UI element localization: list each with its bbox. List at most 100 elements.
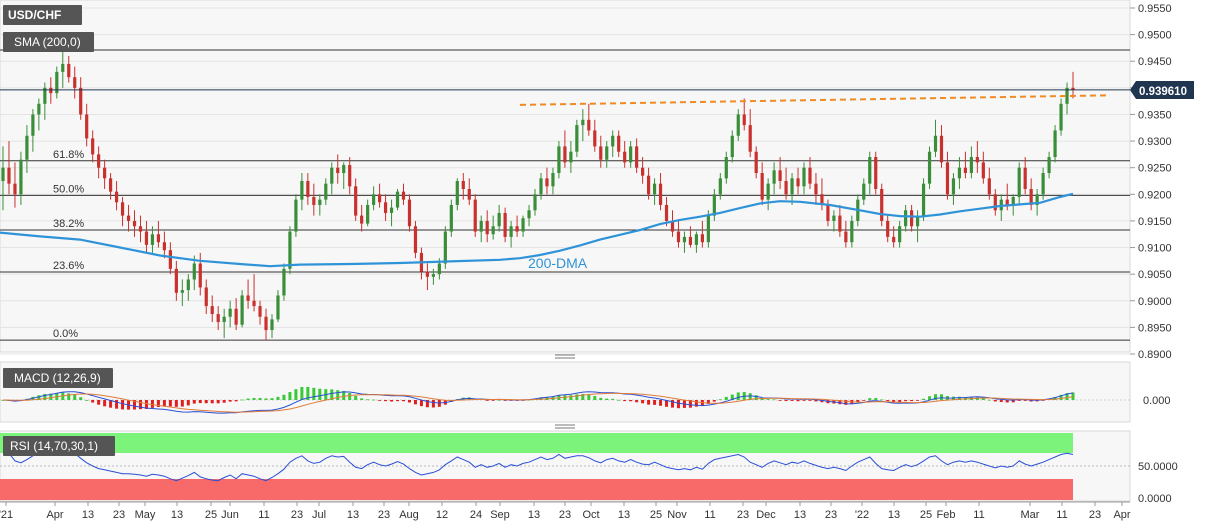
time-tick-label: 11 [973, 509, 984, 521]
macd-histogram-bar [623, 400, 627, 402]
candle [933, 119, 938, 158]
candle [108, 173, 113, 200]
macd-histogram-bar [904, 400, 908, 402]
macd-histogram-bar [431, 400, 435, 408]
svg-text:MACD (12,26,9): MACD (12,26,9) [14, 371, 101, 385]
time-tick-label: Aug [399, 509, 419, 521]
macd-histogram-bar [485, 400, 489, 401]
candle [503, 207, 507, 243]
candle [551, 167, 555, 195]
candle [670, 210, 675, 237]
time-tick-label: 23 [559, 509, 571, 521]
candle [7, 141, 11, 195]
candle [55, 66, 59, 99]
candle [772, 162, 776, 195]
fib-level-label: 50.0% [53, 183, 84, 195]
candle [491, 215, 495, 240]
candle [312, 183, 316, 216]
macd-histogram-bar [1071, 392, 1075, 400]
candle [563, 130, 567, 168]
candle [688, 226, 693, 248]
candle [1071, 71, 1075, 99]
candle [120, 196, 125, 227]
macd-histogram-bar [49, 393, 53, 400]
macd-histogram-bar [198, 400, 202, 404]
macd-histogram-bar [916, 400, 920, 401]
time-tick-label: 25 [205, 509, 217, 521]
macd-histogram-bar [766, 399, 770, 400]
fib-level-label: 38.2% [53, 218, 84, 230]
macd-histogram-bar [999, 400, 1003, 402]
macd-histogram-bar [103, 400, 107, 407]
candle [868, 151, 872, 195]
rsi-indicator-label[interactable]: RSI (14,70,30,1) [3, 436, 115, 456]
candle [515, 215, 519, 237]
candle [282, 263, 286, 301]
time-tick-label: 13 [82, 509, 94, 521]
sma-indicator-label[interactable]: SMA (200,0) [3, 32, 94, 52]
price-tick-label: 0.8950 [1138, 322, 1172, 334]
candle [945, 151, 950, 200]
time-axis: '21 Apr 13 23 May 13 25 Jun 11 23 Jul 13 23 Aug 12 24 Se… [0, 501, 1131, 521]
time-tick-label: 23 [737, 509, 749, 521]
macd-histogram-bar [222, 400, 226, 403]
macd-histogram-bar [1017, 400, 1021, 401]
candle [19, 151, 23, 205]
candle [300, 173, 304, 211]
macd-histogram-bar [252, 397, 256, 400]
candle [449, 199, 453, 237]
macd-histogram-bar [109, 400, 113, 408]
symbol-label[interactable]: USD/CHF [3, 5, 82, 25]
macd-histogram-bar [635, 400, 639, 403]
macd-histogram-bar [37, 395, 41, 400]
candle [25, 125, 29, 174]
candle [652, 178, 657, 205]
candle [874, 151, 878, 195]
macd-indicator-label[interactable]: MACD (12,26,9) [3, 368, 113, 388]
resistance-trendline [519, 94, 1111, 106]
price-tick-label: 0.9450 [1138, 56, 1172, 68]
macd-histogram-bar [670, 400, 674, 408]
candle [395, 188, 400, 211]
candle [802, 162, 806, 195]
macd-histogram-bar [814, 400, 818, 402]
candle [431, 268, 435, 285]
price-tick-label: 0.9150 [1138, 216, 1172, 228]
macd-histogram-bar [419, 400, 423, 407]
candle [1029, 178, 1033, 211]
macd-histogram-bar [748, 393, 752, 400]
candle [838, 204, 842, 237]
macd-histogram-bar [306, 386, 310, 400]
candle [150, 226, 155, 253]
candle [927, 146, 932, 189]
macd-panel-resize-handle[interactable] [555, 424, 575, 429]
candle [234, 298, 238, 331]
candle [993, 188, 997, 216]
candle [240, 290, 244, 328]
candle [963, 151, 968, 179]
fib-level-label: 61.8% [53, 149, 84, 161]
macd-histogram-bar [796, 400, 800, 402]
candle [981, 151, 985, 184]
candle [581, 109, 585, 142]
time-tick-label: Jun [221, 509, 239, 521]
candle [611, 130, 615, 158]
candle [1017, 162, 1021, 205]
candle [957, 157, 962, 189]
candle [694, 231, 699, 253]
macd-histogram-bar [503, 400, 507, 401]
candle [348, 157, 352, 195]
candle [479, 215, 483, 243]
candle [360, 204, 364, 232]
candle [1053, 125, 1057, 163]
macd-histogram-bar [939, 394, 943, 400]
time-tick-label: Apr [1113, 509, 1130, 521]
time-tick-label: 13 [794, 509, 806, 521]
macd-histogram-bar [97, 400, 101, 405]
candle [67, 55, 71, 83]
candle [1059, 98, 1063, 136]
candle [252, 274, 256, 312]
macd-histogram-bar [133, 400, 137, 410]
main-panel-resize-handle[interactable] [555, 354, 575, 359]
macd-histogram-bar [694, 400, 698, 407]
